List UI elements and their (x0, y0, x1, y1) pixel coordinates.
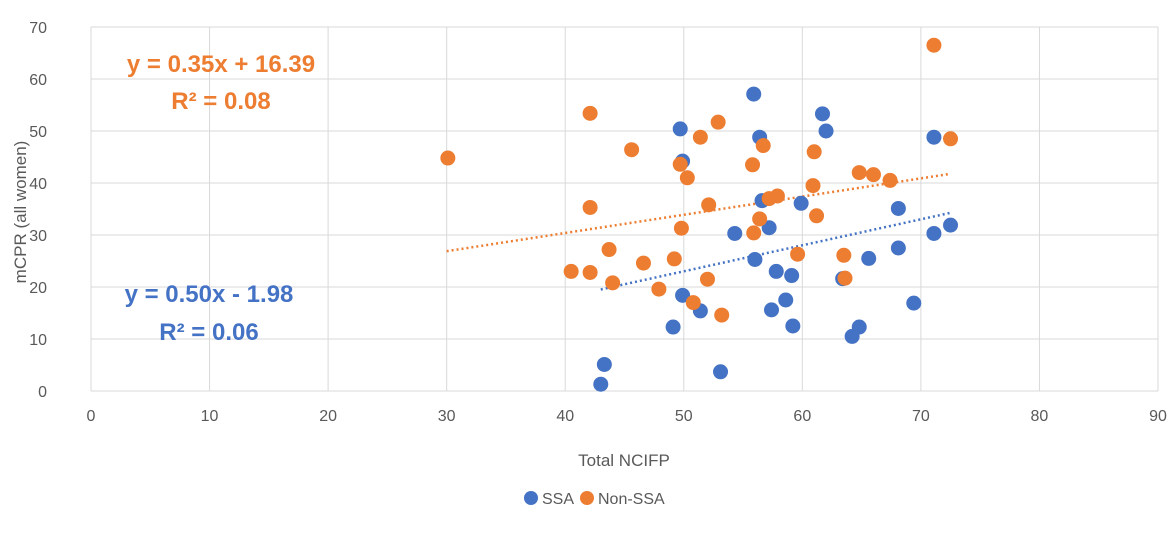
ssa-point (672, 121, 688, 137)
non-ssa-point (672, 156, 688, 172)
y-axis-title: mCPR (all women) (11, 141, 30, 284)
ssa-point (926, 225, 942, 241)
non-ssa-point (685, 295, 701, 311)
non-ssa-point (601, 242, 617, 258)
non-ssa-point (769, 188, 785, 204)
non-ssa-point (582, 105, 598, 121)
non-ssa-equation: y = 0.35x + 16.39 (127, 51, 315, 78)
legend-label-ssa: SSA (542, 491, 574, 508)
ssa-point (713, 364, 729, 380)
non-ssa-point (635, 255, 651, 271)
y-tick-label: 20 (29, 280, 47, 297)
non-ssa-point (440, 150, 456, 166)
y-tick-label: 40 (29, 176, 47, 193)
non-ssa-r-squared: R² = 0.08 (171, 88, 270, 115)
x-tick-label: 90 (1149, 408, 1167, 425)
non-ssa-point (745, 157, 761, 173)
trendlines (446, 172, 951, 291)
ssa-point (593, 376, 609, 392)
ssa-point (761, 220, 777, 236)
ssa-point (793, 195, 809, 211)
non-ssa-point (755, 138, 771, 154)
legend-label-non-ssa: Non-SSA (598, 491, 665, 508)
legend-marker-ssa (524, 491, 538, 505)
data-points (440, 37, 959, 392)
ssa-point (818, 123, 834, 139)
non-ssa-point (692, 129, 708, 145)
x-tick-label: 0 (87, 408, 96, 425)
non-ssa-point (865, 167, 881, 183)
non-ssa-point (836, 247, 852, 263)
non-ssa-point (699, 271, 715, 287)
x-tick-label: 40 (556, 408, 574, 425)
ssa-point (746, 86, 762, 102)
x-tick-label: 20 (319, 408, 337, 425)
ssa-point (747, 251, 763, 267)
ssa-point (764, 302, 780, 318)
x-tick-label: 50 (675, 408, 693, 425)
non-ssa-point (666, 251, 682, 267)
ssa-r-squared: R² = 0.06 (159, 319, 258, 346)
ssa-point (943, 217, 959, 233)
ssa-point (861, 250, 877, 266)
trendline-non-ssa (446, 172, 951, 253)
non-ssa-point (714, 307, 730, 323)
non-ssa-point (746, 225, 762, 241)
non-ssa-point (563, 263, 579, 279)
ssa-equation: y = 0.50x - 1.98 (125, 281, 294, 308)
non-ssa-point (582, 199, 598, 215)
y-tick-label: 70 (29, 20, 47, 37)
ssa-point (675, 287, 691, 303)
axis-ticks: 0 10 20 30 40 50 60 70 80 90 0 10 20 30 40 50 60 70 (29, 20, 1167, 425)
ssa-point (778, 292, 794, 308)
non-ssa-point (752, 211, 768, 227)
ssa-point (814, 106, 830, 122)
ssa-point (851, 319, 867, 335)
x-axis-title: Total NCIFP (578, 451, 670, 470)
legend-marker-non-ssa (580, 491, 594, 505)
ssa-point (926, 129, 942, 145)
y-tick-label: 30 (29, 228, 47, 245)
non-ssa-point (679, 170, 695, 186)
x-tick-label: 80 (1031, 408, 1049, 425)
non-ssa-point (790, 246, 806, 262)
ssa-point (784, 268, 800, 284)
ssa-point (596, 356, 612, 372)
ssa-point (906, 295, 922, 311)
x-tick-label: 60 (793, 408, 811, 425)
non-ssa-point (926, 37, 942, 53)
ssa-point (727, 225, 743, 241)
non-ssa-point (624, 142, 640, 158)
y-tick-label: 60 (29, 72, 47, 89)
non-ssa-point (851, 165, 867, 181)
x-tick-label: 10 (201, 408, 219, 425)
y-tick-label: 50 (29, 124, 47, 141)
non-ssa-point (605, 275, 621, 291)
non-ssa-point (882, 172, 898, 188)
gridlines (90, 26, 1159, 392)
non-ssa-point (806, 144, 822, 160)
x-tick-label: 70 (912, 408, 930, 425)
x-tick-label: 30 (438, 408, 456, 425)
ssa-point (890, 200, 906, 216)
non-ssa-point (673, 220, 689, 236)
ssa-point (890, 240, 906, 256)
y-tick-label: 10 (29, 332, 47, 349)
non-ssa-point (943, 131, 959, 147)
legend: SSA Non-SSA (524, 491, 665, 508)
ssa-point (665, 319, 681, 335)
non-ssa-point (710, 114, 726, 130)
y-tick-label: 0 (38, 384, 47, 401)
non-ssa-point (837, 270, 853, 286)
ssa-point (785, 318, 801, 334)
ssa-point (768, 263, 784, 279)
non-ssa-point (809, 208, 825, 224)
non-ssa-point (805, 178, 821, 194)
non-ssa-point (582, 264, 598, 280)
non-ssa-point (701, 197, 717, 213)
non-ssa-point (651, 281, 667, 297)
